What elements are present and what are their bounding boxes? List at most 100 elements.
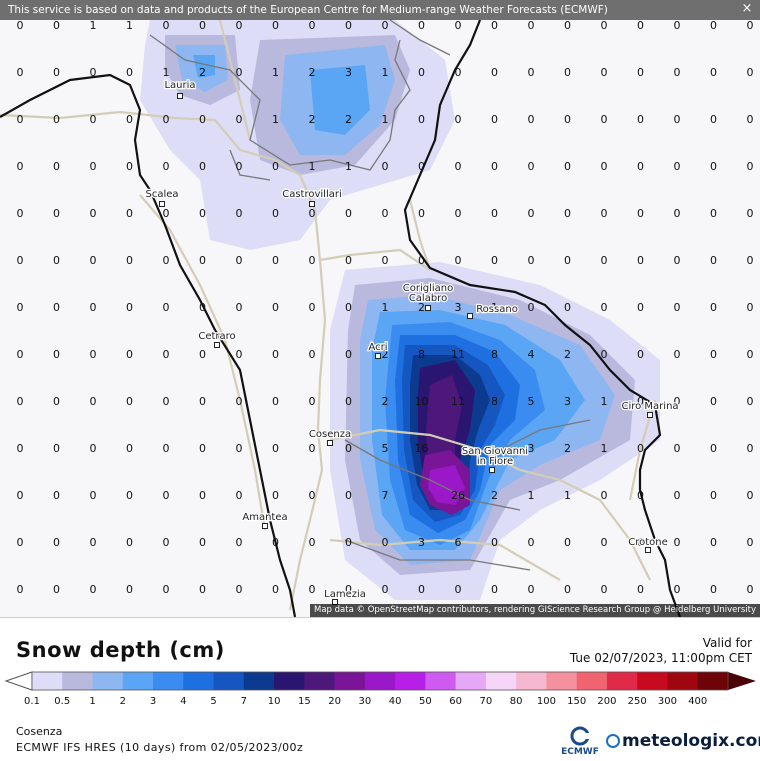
ecmwf-logo-icon bbox=[570, 726, 590, 746]
grid-value: 2 bbox=[309, 66, 316, 79]
grid-value: 0 bbox=[601, 301, 608, 314]
city-label: Lamezia bbox=[324, 589, 366, 600]
grid-value: 0 bbox=[126, 442, 133, 455]
grid-value: 2 bbox=[382, 348, 389, 361]
grid-value: 0 bbox=[17, 113, 24, 126]
grid-value: 0 bbox=[528, 301, 535, 314]
grid-value: 0 bbox=[126, 254, 133, 267]
grid-value: 0 bbox=[199, 301, 206, 314]
grid-value: 0 bbox=[637, 489, 644, 502]
grid-value: 0 bbox=[601, 160, 608, 173]
scale-tick-label: 10 bbox=[268, 696, 281, 707]
grid-value: 2 bbox=[564, 348, 571, 361]
grid-value: 2 bbox=[345, 113, 352, 126]
grid-value: 10 bbox=[415, 395, 429, 408]
grid-value: 0 bbox=[126, 536, 133, 549]
grid-value: 0 bbox=[272, 489, 279, 502]
city-marker bbox=[375, 353, 381, 359]
grid-value: 0 bbox=[272, 254, 279, 267]
scale-bin bbox=[395, 672, 426, 690]
grid-value: 0 bbox=[53, 160, 60, 173]
grid-value: 0 bbox=[163, 207, 170, 220]
grid-value: 1 bbox=[564, 489, 571, 502]
grid-value: 0 bbox=[17, 442, 24, 455]
grid-value: 0 bbox=[382, 19, 389, 32]
grid-value: 0 bbox=[674, 19, 681, 32]
grid-value: 1 bbox=[601, 395, 608, 408]
grid-value: 1 bbox=[309, 160, 316, 173]
grid-value: 0 bbox=[53, 489, 60, 502]
grid-value: 2 bbox=[382, 395, 389, 408]
city-label: Cetraro bbox=[198, 331, 235, 342]
scale-frame bbox=[31, 671, 729, 691]
grid-value: 0 bbox=[53, 66, 60, 79]
grid-value: 0 bbox=[345, 583, 352, 596]
grid-value: 0 bbox=[309, 301, 316, 314]
borders bbox=[149, 19, 591, 571]
scale-bin bbox=[122, 672, 154, 690]
grid-value: 0 bbox=[163, 583, 170, 596]
grid-value: 0 bbox=[17, 301, 24, 314]
grid-value: 0 bbox=[601, 254, 608, 267]
grid-value: 0 bbox=[710, 442, 717, 455]
grid-value: 4 bbox=[528, 348, 535, 361]
scale-tick-label: 150 bbox=[567, 696, 586, 707]
grid-value: 0 bbox=[236, 113, 243, 126]
scale-bin bbox=[213, 672, 245, 690]
grid-value: 1 bbox=[163, 66, 170, 79]
close-icon[interactable]: × bbox=[741, 1, 753, 16]
scale-under-arrow bbox=[4, 671, 33, 691]
scale-bin bbox=[243, 672, 275, 690]
scale-bin bbox=[425, 672, 457, 690]
grid-value: 0 bbox=[272, 19, 279, 32]
grid-value: 0 bbox=[637, 207, 644, 220]
scale-bin bbox=[576, 672, 608, 690]
map-canvas: 0 0 1 1 0 0 0 0 0 0 0 0 0 0 0 0 0 0 0 0 00 0 0 0 1 2 0 1 2 3 1 0 0 0 0 0 0 0 0… bbox=[0, 19, 754, 617]
grid-value: 0 bbox=[272, 160, 279, 173]
grid-value: 0 bbox=[455, 113, 462, 126]
grid-value: 0 bbox=[418, 113, 425, 126]
grid-value: 0 bbox=[163, 536, 170, 549]
grid-value: 0 bbox=[747, 489, 754, 502]
grid-value: 0 bbox=[601, 207, 608, 220]
scale-tick-label: 4 bbox=[180, 696, 186, 707]
scale-bin bbox=[455, 672, 487, 690]
grid-value: 0 bbox=[601, 536, 608, 549]
meteologix-logo[interactable]: meteologix.com bbox=[606, 731, 760, 751]
grid-value: 0 bbox=[272, 348, 279, 361]
grid-value: 0 bbox=[491, 536, 498, 549]
grid-value: 0 bbox=[345, 489, 352, 502]
city-marker bbox=[647, 412, 653, 418]
city-label: Cosenza bbox=[309, 429, 351, 440]
scale-tick-label: 300 bbox=[658, 696, 677, 707]
grid-value: 0 bbox=[564, 207, 571, 220]
city-label: Crotone bbox=[628, 537, 668, 548]
grid-value: 0 bbox=[199, 583, 206, 596]
city-label: Rossano bbox=[476, 304, 518, 315]
grid-value: 0 bbox=[272, 583, 279, 596]
grid-value: 0 bbox=[747, 19, 754, 32]
grid-value: 0 bbox=[382, 583, 389, 596]
grid-value: 1 bbox=[272, 66, 279, 79]
ecmwf-label: ECMWF bbox=[561, 747, 599, 757]
grid-value: 0 bbox=[17, 254, 24, 267]
grid-value: 0 bbox=[455, 19, 462, 32]
grid-value: 0 bbox=[637, 536, 644, 549]
grid-value: 0 bbox=[126, 207, 133, 220]
scale-tick-label: 70 bbox=[480, 696, 493, 707]
grid-value: 0 bbox=[90, 207, 97, 220]
grid-value: 0 bbox=[601, 348, 608, 361]
grid-value: 0 bbox=[163, 113, 170, 126]
grid-value: 0 bbox=[564, 66, 571, 79]
grid-value: 11 bbox=[451, 395, 465, 408]
grid-value: 0 bbox=[491, 160, 498, 173]
grid-value: 0 bbox=[345, 442, 352, 455]
grid-value: 8 bbox=[491, 395, 498, 408]
grid-value: 0 bbox=[90, 489, 97, 502]
grid-value: 0 bbox=[309, 489, 316, 502]
grid-value: 8 bbox=[491, 348, 498, 361]
grid-value: 6 bbox=[455, 536, 462, 549]
grid-value: 0 bbox=[528, 19, 535, 32]
grid-value: 0 bbox=[126, 348, 133, 361]
